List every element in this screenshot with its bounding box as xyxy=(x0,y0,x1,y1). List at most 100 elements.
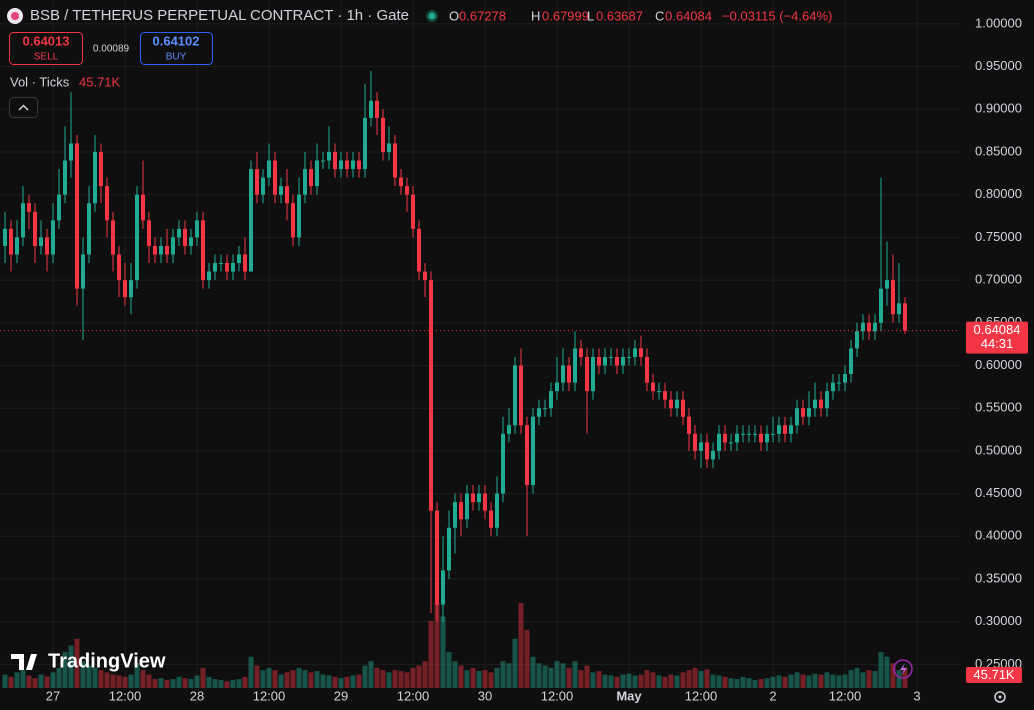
x-tick-label: 30 xyxy=(478,688,492,703)
volume-bar xyxy=(536,663,542,688)
candle-body xyxy=(585,356,589,392)
candle-body xyxy=(849,348,853,375)
candle-body xyxy=(255,169,259,195)
last-price: 0.64084 xyxy=(974,322,1021,337)
x-tick-label: 3 xyxy=(913,688,920,703)
ohlc-label: C xyxy=(655,8,664,23)
sell-label: SELL xyxy=(34,52,59,63)
volume-bar xyxy=(212,679,218,688)
candle-body xyxy=(333,152,337,170)
collapse-button[interactable] xyxy=(9,97,38,118)
candle-body xyxy=(615,356,619,366)
volume-bar xyxy=(494,667,500,688)
candle-body xyxy=(267,160,271,178)
candle-body xyxy=(555,382,559,392)
volume-bar xyxy=(458,665,464,688)
candle-body xyxy=(681,399,685,417)
volume-bar xyxy=(566,667,572,688)
candle-body xyxy=(543,408,547,410)
ohlc-value: 0.63687 xyxy=(596,8,643,23)
candle-body xyxy=(627,356,631,358)
volume-bar xyxy=(266,667,272,688)
settings-button[interactable] xyxy=(994,691,1006,703)
candle-body xyxy=(327,152,331,161)
volume-bar xyxy=(284,672,290,688)
volume-bar xyxy=(308,672,314,688)
settings-icon xyxy=(998,695,1002,699)
candle-body xyxy=(741,433,745,435)
y-tick-label: 0.40000 xyxy=(975,528,1022,543)
candle-body xyxy=(699,442,703,451)
volume-bar xyxy=(452,661,458,688)
candle-body xyxy=(111,220,115,255)
candle-body xyxy=(687,416,691,434)
candle-body xyxy=(591,356,595,392)
volume-bar xyxy=(134,663,140,688)
candle-body xyxy=(507,425,511,434)
buy-button[interactable] xyxy=(140,32,213,65)
volume-bar xyxy=(614,676,620,688)
volume-bar xyxy=(140,670,146,688)
candle-body xyxy=(897,303,901,315)
candle-body xyxy=(675,399,679,409)
volume-bar xyxy=(812,673,818,688)
alert-button[interactable] xyxy=(893,659,913,679)
status-dot xyxy=(428,12,436,20)
candle-body xyxy=(417,228,421,272)
volume-pane xyxy=(2,603,908,688)
volume-bar xyxy=(320,674,326,688)
ohlc-label: H xyxy=(531,8,540,23)
y-tick-label: 0.60000 xyxy=(975,357,1022,372)
candle-body xyxy=(399,177,403,187)
candle-body xyxy=(195,220,199,238)
volume-bar xyxy=(128,674,134,688)
candle-body xyxy=(729,442,733,444)
candle-body xyxy=(339,160,343,170)
candle-body xyxy=(879,288,883,323)
y-tick-label: 1.00000 xyxy=(975,15,1022,30)
volume-bar xyxy=(524,629,530,688)
volume-bar xyxy=(488,672,494,688)
candle-body xyxy=(903,303,907,331)
volume-bar xyxy=(236,679,242,688)
candle-body xyxy=(279,186,283,195)
y-tick-label: 0.35000 xyxy=(975,570,1022,585)
x-tick-label: May xyxy=(616,688,642,703)
ohlc-label: L xyxy=(587,8,594,23)
volume-bar xyxy=(578,670,584,688)
volume-bar xyxy=(410,667,416,688)
ohlc-value: 0.64084 xyxy=(665,8,712,23)
volume-bar xyxy=(110,674,116,688)
candle-body xyxy=(153,245,157,255)
volume-bar xyxy=(620,674,626,688)
candle-body xyxy=(579,348,583,357)
volume-bar xyxy=(26,675,32,688)
candle-body xyxy=(477,493,481,503)
candle-body xyxy=(639,348,643,357)
volume-bar xyxy=(818,674,824,688)
volume-bar xyxy=(104,672,110,688)
volume-bar xyxy=(38,674,44,688)
spread: 0.00089 xyxy=(93,44,130,55)
sell-button[interactable] xyxy=(9,32,83,65)
volume-bar xyxy=(386,672,392,688)
volume-bar xyxy=(176,676,182,688)
volume-bar xyxy=(422,661,428,688)
candle-body xyxy=(93,152,97,204)
candle-body xyxy=(69,143,73,161)
candle-body xyxy=(669,399,673,409)
candle-body xyxy=(147,220,151,246)
volume-bar xyxy=(368,661,374,688)
y-tick-label: 0.95000 xyxy=(975,58,1022,73)
y-tick-label: 0.90000 xyxy=(975,101,1022,116)
candle-body xyxy=(243,254,247,272)
candle-body xyxy=(867,322,871,332)
candle-body xyxy=(57,194,61,221)
candle-body xyxy=(363,117,367,170)
alert-icon xyxy=(900,663,907,676)
candle-body xyxy=(459,502,463,520)
candle-body xyxy=(885,280,889,289)
volume-bar xyxy=(86,665,92,688)
candle-body xyxy=(777,425,781,434)
volume-bar xyxy=(572,661,578,688)
